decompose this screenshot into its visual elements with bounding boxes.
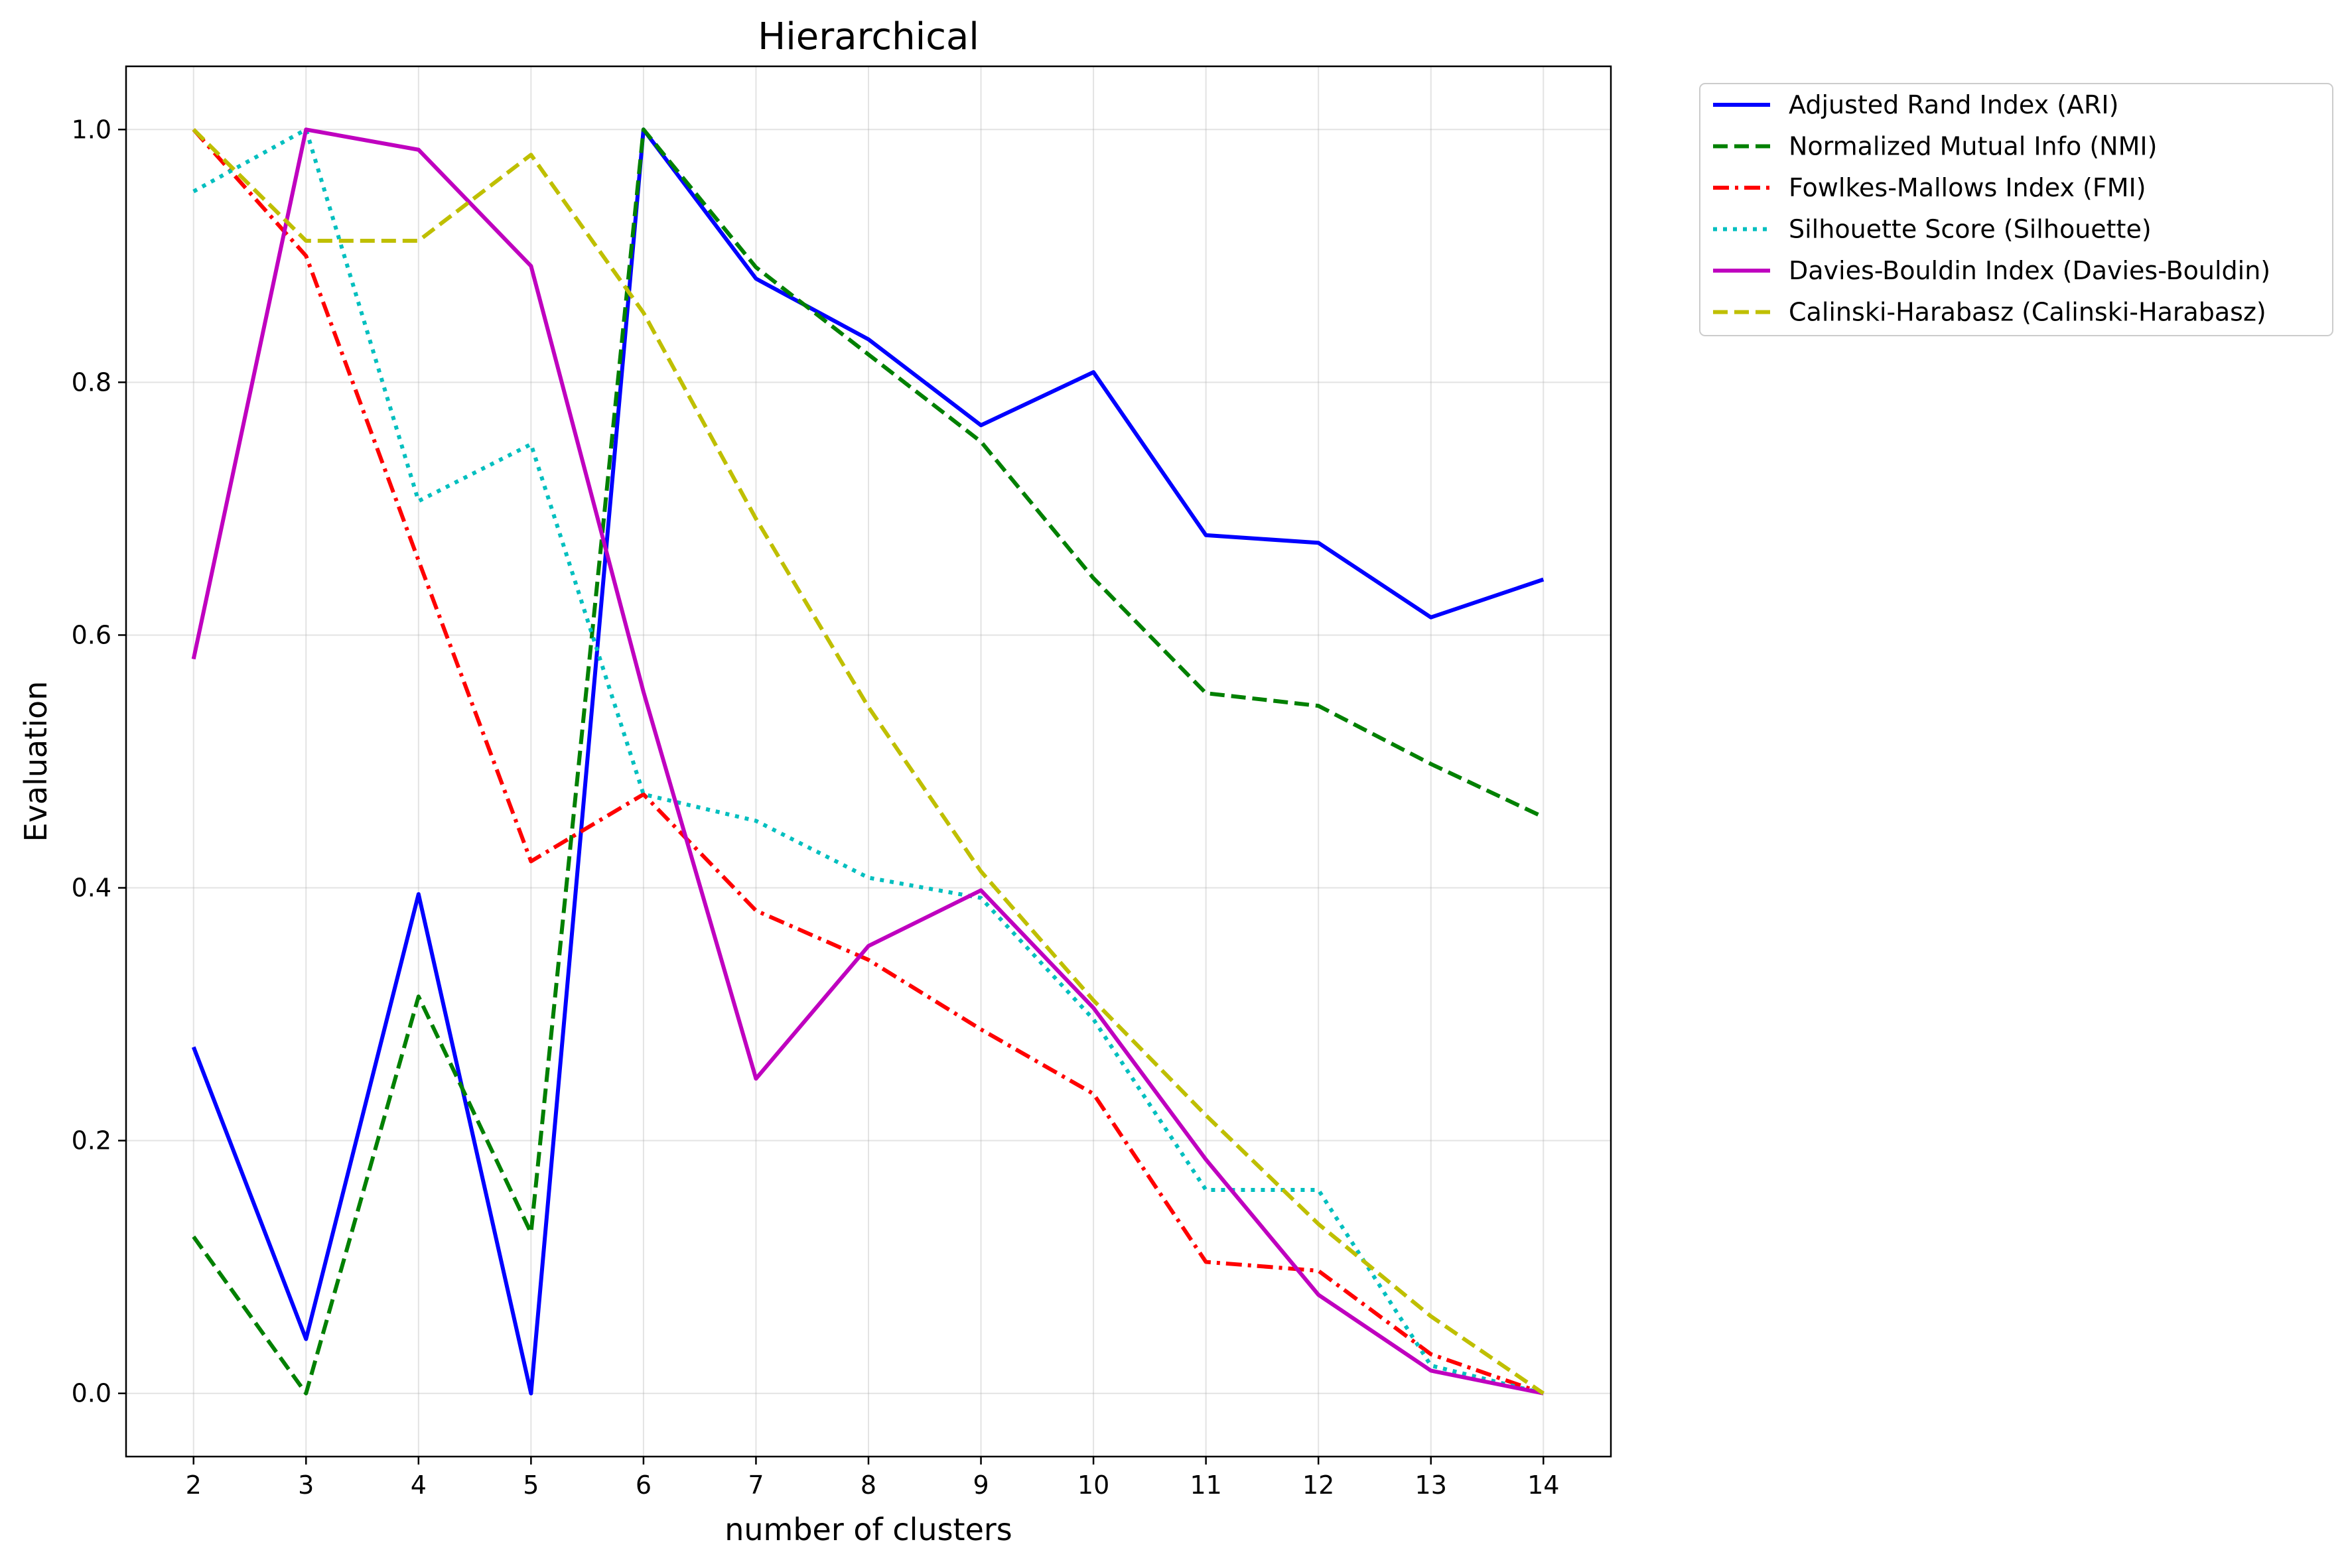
y-tick-label: 0.4 [72, 874, 111, 903]
legend: Adjusted Rand Index (ARI) Normalized Mutu… [1699, 83, 2333, 336]
y-tick-label: 1.0 [72, 115, 111, 144]
series-line-2 [192, 127, 1545, 1396]
x-tick-label: 8 [861, 1470, 876, 1500]
x-tick-label: 12 [1302, 1470, 1334, 1500]
series-line-3 [192, 128, 1545, 1396]
legend-label-2: Normalized Mutual Info (NMI) [1789, 132, 2157, 161]
x-tick-label: 13 [1415, 1470, 1447, 1500]
x-tick-label: 11 [1190, 1470, 1221, 1500]
legend-label-1: Adjusted Rand Index (ARI) [1789, 90, 2118, 119]
x-axis-ticks: 2 3 4 5 6 7 8 9 10 11 12 13 14 [186, 1457, 1559, 1500]
y-axis-label: Evaluation [18, 681, 54, 842]
y-tick-label: 0.8 [72, 367, 111, 397]
y-tick-label: 0.6 [72, 620, 111, 649]
series-line-5 [191, 127, 1544, 1396]
y-tick-label: 0.2 [72, 1126, 111, 1155]
legend-frame [1699, 83, 2333, 336]
x-tick-label: 4 [411, 1470, 427, 1500]
y-axis-ticks: 0.0 0.2 0.4 0.6 0.8 1.0 [72, 115, 126, 1408]
x-tick-label: 7 [748, 1470, 764, 1500]
legend-label-4: Silhouette Score (Silhouette) [1789, 215, 2152, 244]
x-tick-label: 5 [523, 1470, 539, 1500]
series-line-1 [191, 127, 1545, 1396]
series-line-6 [192, 128, 1545, 1396]
series-layer [191, 127, 1545, 1396]
x-tick-label: 9 [973, 1470, 989, 1500]
chart-title: Hierarchical [758, 15, 979, 58]
legend-label-5: Davies-Bouldin Index (Davies-Bouldin) [1789, 256, 2270, 285]
x-tick-label: 2 [186, 1470, 202, 1500]
x-tick-label: 10 [1077, 1470, 1109, 1500]
legend-label-3: Fowlkes-Mallows Index (FMI) [1789, 173, 2146, 202]
legend-label-6: Calinski-Harabasz (Calinski-Harabasz) [1789, 298, 2266, 327]
x-axis-label: number of clusters [724, 1512, 1012, 1547]
x-tick-label: 14 [1527, 1470, 1559, 1500]
x-tick-label: 6 [636, 1470, 652, 1500]
x-tick-label: 3 [298, 1470, 314, 1500]
y-tick-label: 0.0 [72, 1379, 111, 1408]
